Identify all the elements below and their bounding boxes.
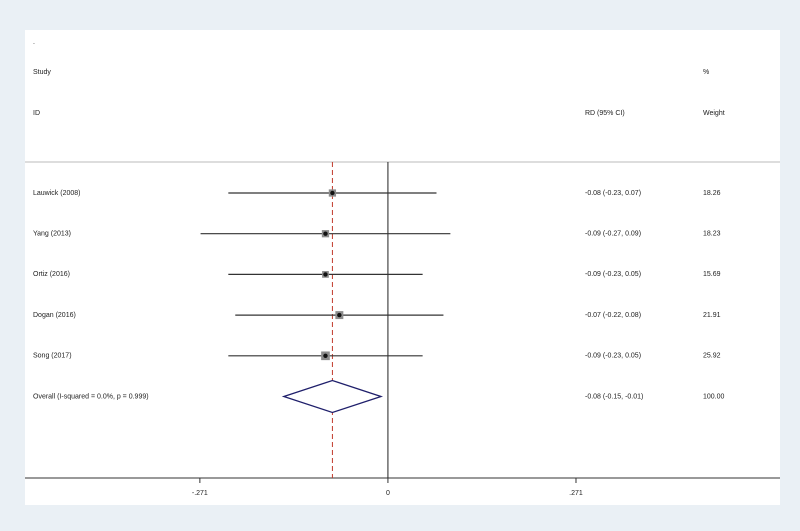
column-header: RD (95% CI) bbox=[585, 110, 625, 117]
weight-label: 18.26 bbox=[703, 190, 721, 197]
ci-label: -0.07 (-0.22, 0.08) bbox=[585, 312, 641, 319]
ci-label: -0.09 (-0.23, 0.05) bbox=[585, 353, 641, 360]
point-estimate bbox=[323, 231, 328, 236]
x-tick-label: .271 bbox=[569, 490, 583, 497]
point-estimate bbox=[323, 353, 328, 358]
column-header: ID bbox=[33, 110, 40, 117]
study-label: Dogan (2016) bbox=[33, 312, 76, 319]
overall-diamond bbox=[281, 379, 384, 414]
weight-label: 100.00 bbox=[703, 393, 725, 400]
study-label: Ortiz (2016) bbox=[33, 271, 70, 278]
weight-label: 21.91 bbox=[703, 312, 721, 319]
plot-panel bbox=[25, 30, 780, 505]
x-tick-label: -.271 bbox=[192, 490, 208, 497]
point-estimate bbox=[323, 272, 328, 277]
study-label: Song (2017) bbox=[33, 353, 72, 360]
column-header: Study bbox=[33, 69, 51, 76]
chart-title: . bbox=[33, 39, 35, 46]
weight-label: 15.69 bbox=[703, 271, 721, 278]
point-estimate bbox=[330, 190, 335, 196]
overall-label: Overall (I-squared = 0.0%, p = 0.999) bbox=[33, 393, 149, 400]
study-label: Lauwick (2008) bbox=[33, 190, 80, 197]
ci-label: -0.08 (-0.23, 0.07) bbox=[585, 190, 641, 197]
column-header: % bbox=[703, 69, 709, 76]
study-label: Yang (2013) bbox=[33, 231, 71, 238]
x-tick-label: 0 bbox=[386, 490, 390, 497]
point-estimate bbox=[337, 312, 342, 318]
ci-label: -0.09 (-0.23, 0.05) bbox=[585, 271, 641, 278]
weight-label: 18.23 bbox=[703, 231, 721, 238]
ci-label: -0.09 (-0.27, 0.09) bbox=[585, 231, 641, 238]
column-header: Weight bbox=[703, 110, 725, 117]
weight-label: 25.92 bbox=[703, 353, 721, 360]
ci-label: -0.08 (-0.15, -0.01) bbox=[585, 393, 643, 400]
